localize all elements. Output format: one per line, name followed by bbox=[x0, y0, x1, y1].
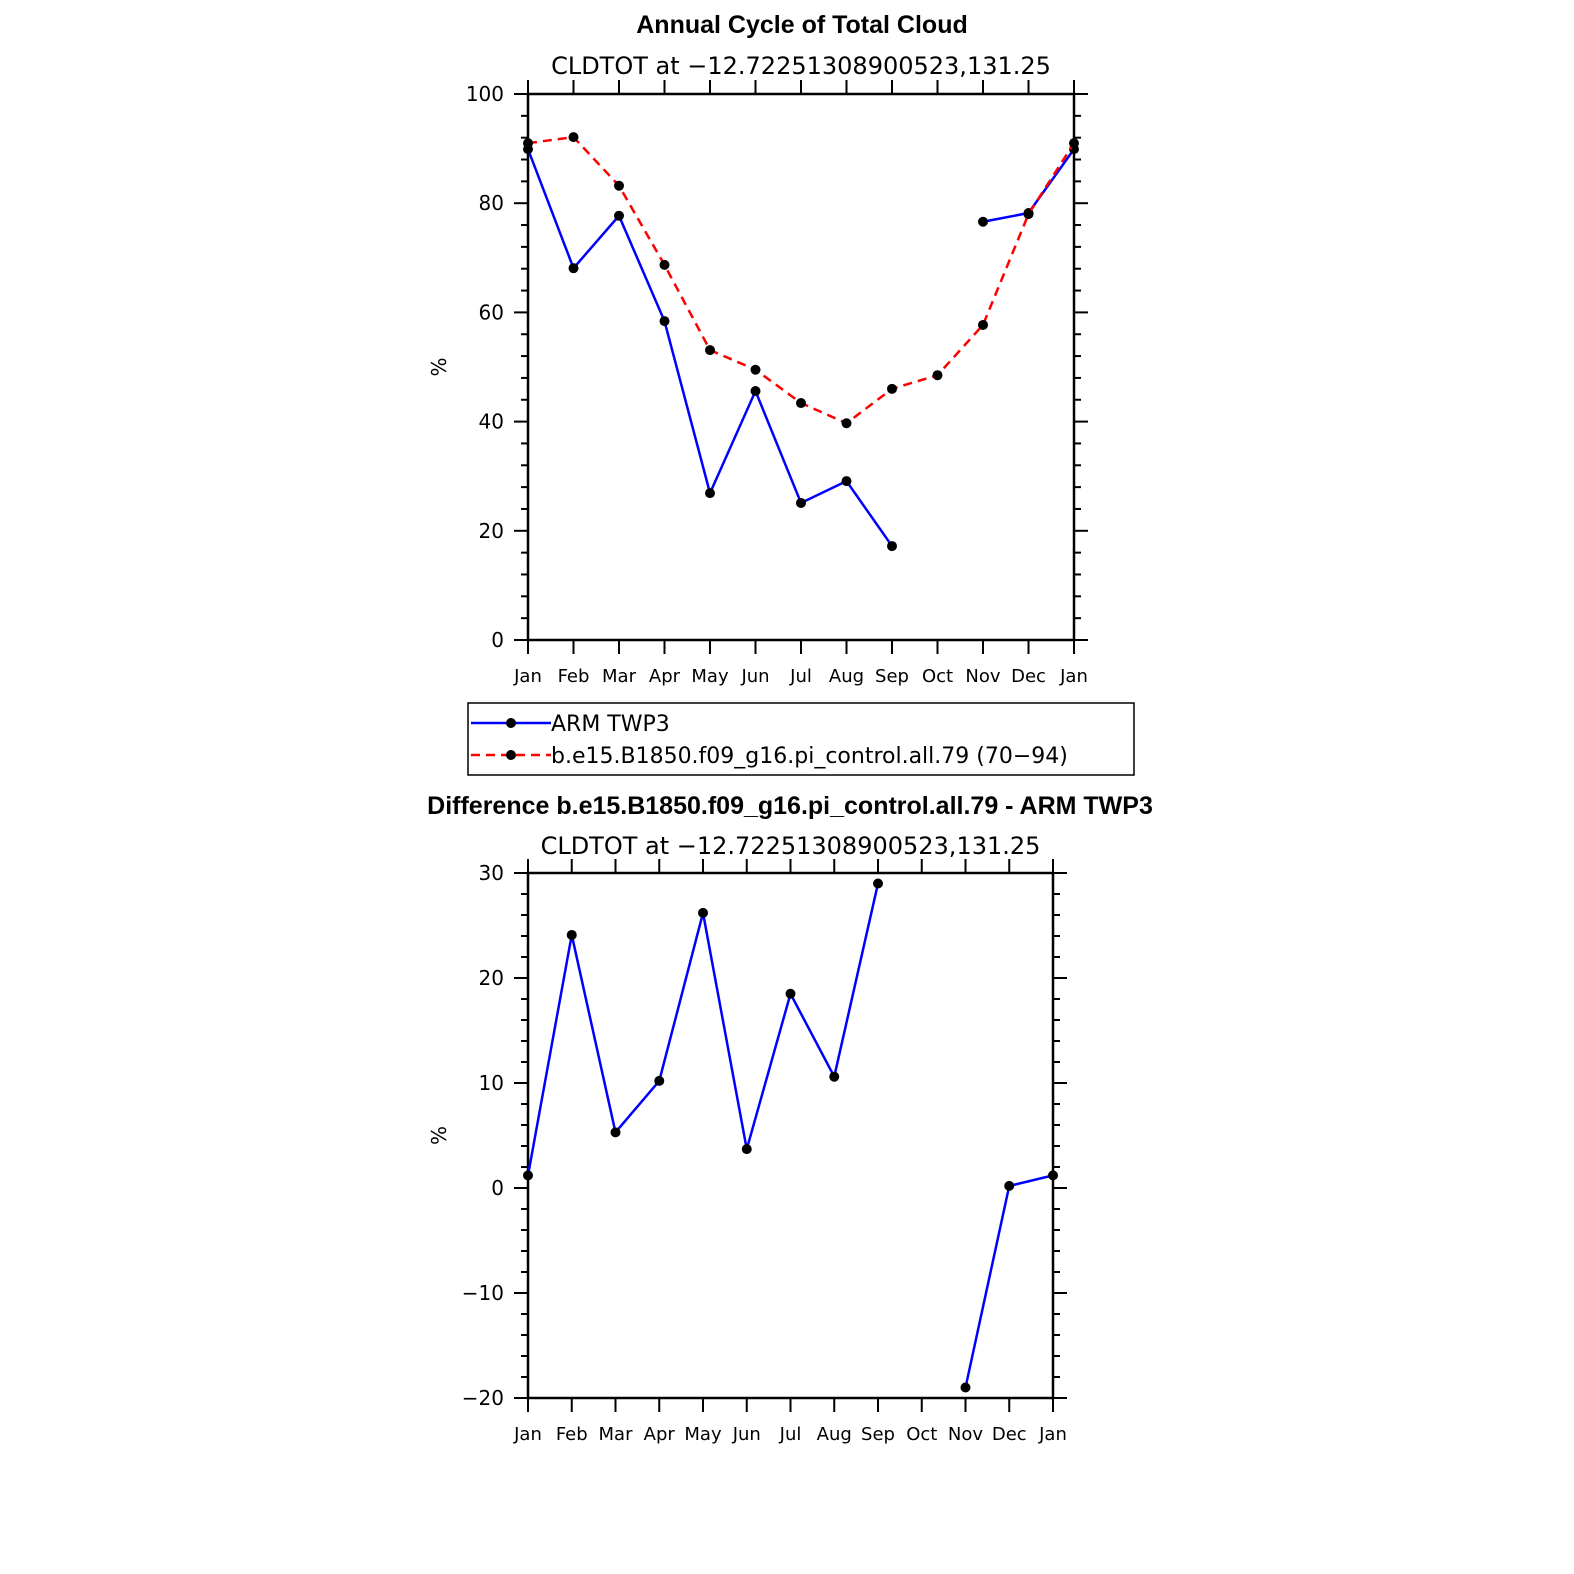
y-tick-label: 0 bbox=[491, 628, 504, 652]
plot-1: Annual Cycle of Total Cloud CLDTOT at −12… bbox=[427, 11, 1088, 687]
series-line-1 bbox=[964, 1174, 1054, 1388]
x-tick-label: Apr bbox=[644, 1424, 676, 1445]
x-tick-label: Feb bbox=[558, 666, 590, 687]
y-tick-label: 80 bbox=[479, 191, 504, 215]
data-point bbox=[873, 878, 883, 889]
plot-frame bbox=[526, 92, 1076, 642]
data-point bbox=[705, 488, 715, 499]
y-tick-label: −20 bbox=[462, 1386, 504, 1410]
chart-subtitle: CLDTOT at −12.72251308900523,131.25 bbox=[551, 52, 1051, 80]
y-tick-label: −10 bbox=[462, 1281, 504, 1305]
data-point bbox=[932, 370, 943, 381]
data-point bbox=[614, 180, 624, 191]
y-tick-label: 30 bbox=[479, 861, 504, 885]
y-tick-label: 100 bbox=[466, 82, 504, 106]
x-tick-label: Jul bbox=[789, 666, 812, 687]
data-point bbox=[705, 345, 715, 356]
series-line-1 bbox=[526, 883, 880, 1176]
chart-title: Annual Cycle of Total Cloud bbox=[636, 11, 967, 39]
data-point bbox=[610, 1127, 621, 1138]
data-point bbox=[829, 1071, 840, 1082]
x-tick-label: Jan bbox=[1038, 1424, 1067, 1445]
x-tick-label: Mar bbox=[599, 1424, 634, 1445]
data-point bbox=[796, 497, 806, 508]
data-point bbox=[750, 386, 761, 397]
x-tick-label: Sep bbox=[861, 1424, 895, 1445]
x-tick-label: Sep bbox=[875, 666, 909, 687]
data-point bbox=[1023, 209, 1034, 220]
y-tick-label: 0 bbox=[491, 1176, 504, 1200]
y-axis-label: % bbox=[427, 357, 451, 376]
data-point bbox=[1048, 1170, 1058, 1181]
data-point bbox=[698, 907, 708, 918]
data-point bbox=[887, 541, 897, 552]
x-tick-label: May bbox=[691, 666, 729, 687]
x-tick-label: Jul bbox=[779, 1424, 802, 1445]
data-point bbox=[841, 476, 852, 487]
data-point bbox=[568, 132, 579, 143]
legend-box bbox=[467, 702, 1135, 776]
legend-marker bbox=[506, 750, 516, 760]
y-axis-label: % bbox=[427, 1126, 451, 1145]
y-tick-label: 60 bbox=[479, 300, 504, 324]
y-tick-label: 20 bbox=[479, 519, 504, 543]
y-tick-label: 10 bbox=[479, 1071, 504, 1095]
data-point bbox=[614, 210, 624, 221]
data-point bbox=[659, 316, 670, 327]
data-point bbox=[654, 1075, 665, 1086]
data-point bbox=[841, 418, 852, 429]
x-tick-label: Jan bbox=[513, 1424, 542, 1445]
x-tick-label: Nov bbox=[965, 666, 1000, 687]
data-point bbox=[659, 259, 670, 270]
series-line-2 bbox=[527, 135, 1076, 425]
x-tick-label: Dec bbox=[992, 1424, 1027, 1445]
y-tick-label: 40 bbox=[479, 410, 504, 434]
x-tick-label: Nov bbox=[948, 1424, 983, 1445]
chart-title: Difference b.e15.B1850.f09_g16.pi_contro… bbox=[427, 792, 1153, 820]
data-point bbox=[978, 319, 988, 330]
x-tick-label: Aug bbox=[817, 1424, 852, 1445]
legend: ARM TWP3 b.e15.B1850.f09_g16.pi_control.a… bbox=[467, 702, 1135, 776]
x-tick-label: Aug bbox=[829, 666, 864, 687]
x-tick-label: Apr bbox=[649, 666, 681, 687]
y-tick-label: 20 bbox=[479, 966, 504, 990]
legend-marker bbox=[506, 718, 516, 728]
chart-subtitle: CLDTOT at −12.72251308900523,131.25 bbox=[541, 832, 1041, 860]
x-tick-label: Jun bbox=[740, 666, 769, 687]
legend-label: b.e15.B1850.f09_g16.pi_control.all.79 (7… bbox=[551, 744, 1068, 769]
data-point bbox=[750, 364, 761, 375]
x-tick-label: May bbox=[684, 1424, 722, 1445]
x-tick-label: Oct bbox=[922, 666, 953, 687]
data-point bbox=[1004, 1180, 1015, 1191]
data-point bbox=[978, 216, 988, 227]
data-point bbox=[566, 929, 577, 940]
data-point bbox=[568, 263, 579, 274]
plot-2: Difference b.e15.B1850.f09_g16.pi_contro… bbox=[427, 792, 1153, 1445]
data-point bbox=[1069, 138, 1079, 149]
x-tick-label: Mar bbox=[602, 666, 637, 687]
x-tick-label: Jun bbox=[732, 1424, 761, 1445]
data-point bbox=[523, 138, 533, 149]
plot-frame bbox=[526, 871, 1055, 1400]
data-point bbox=[887, 383, 897, 394]
x-tick-label: Dec bbox=[1011, 666, 1046, 687]
x-tick-label: Jan bbox=[513, 666, 542, 687]
x-tick-label: Jan bbox=[1059, 666, 1088, 687]
data-point bbox=[523, 1170, 533, 1181]
x-tick-label: Oct bbox=[906, 1424, 937, 1445]
data-point bbox=[785, 988, 796, 999]
legend-label: ARM TWP3 bbox=[551, 712, 670, 737]
data-point bbox=[741, 1144, 752, 1155]
data-point bbox=[960, 1382, 971, 1393]
x-tick-label: Feb bbox=[556, 1424, 588, 1445]
data-point bbox=[796, 398, 806, 409]
